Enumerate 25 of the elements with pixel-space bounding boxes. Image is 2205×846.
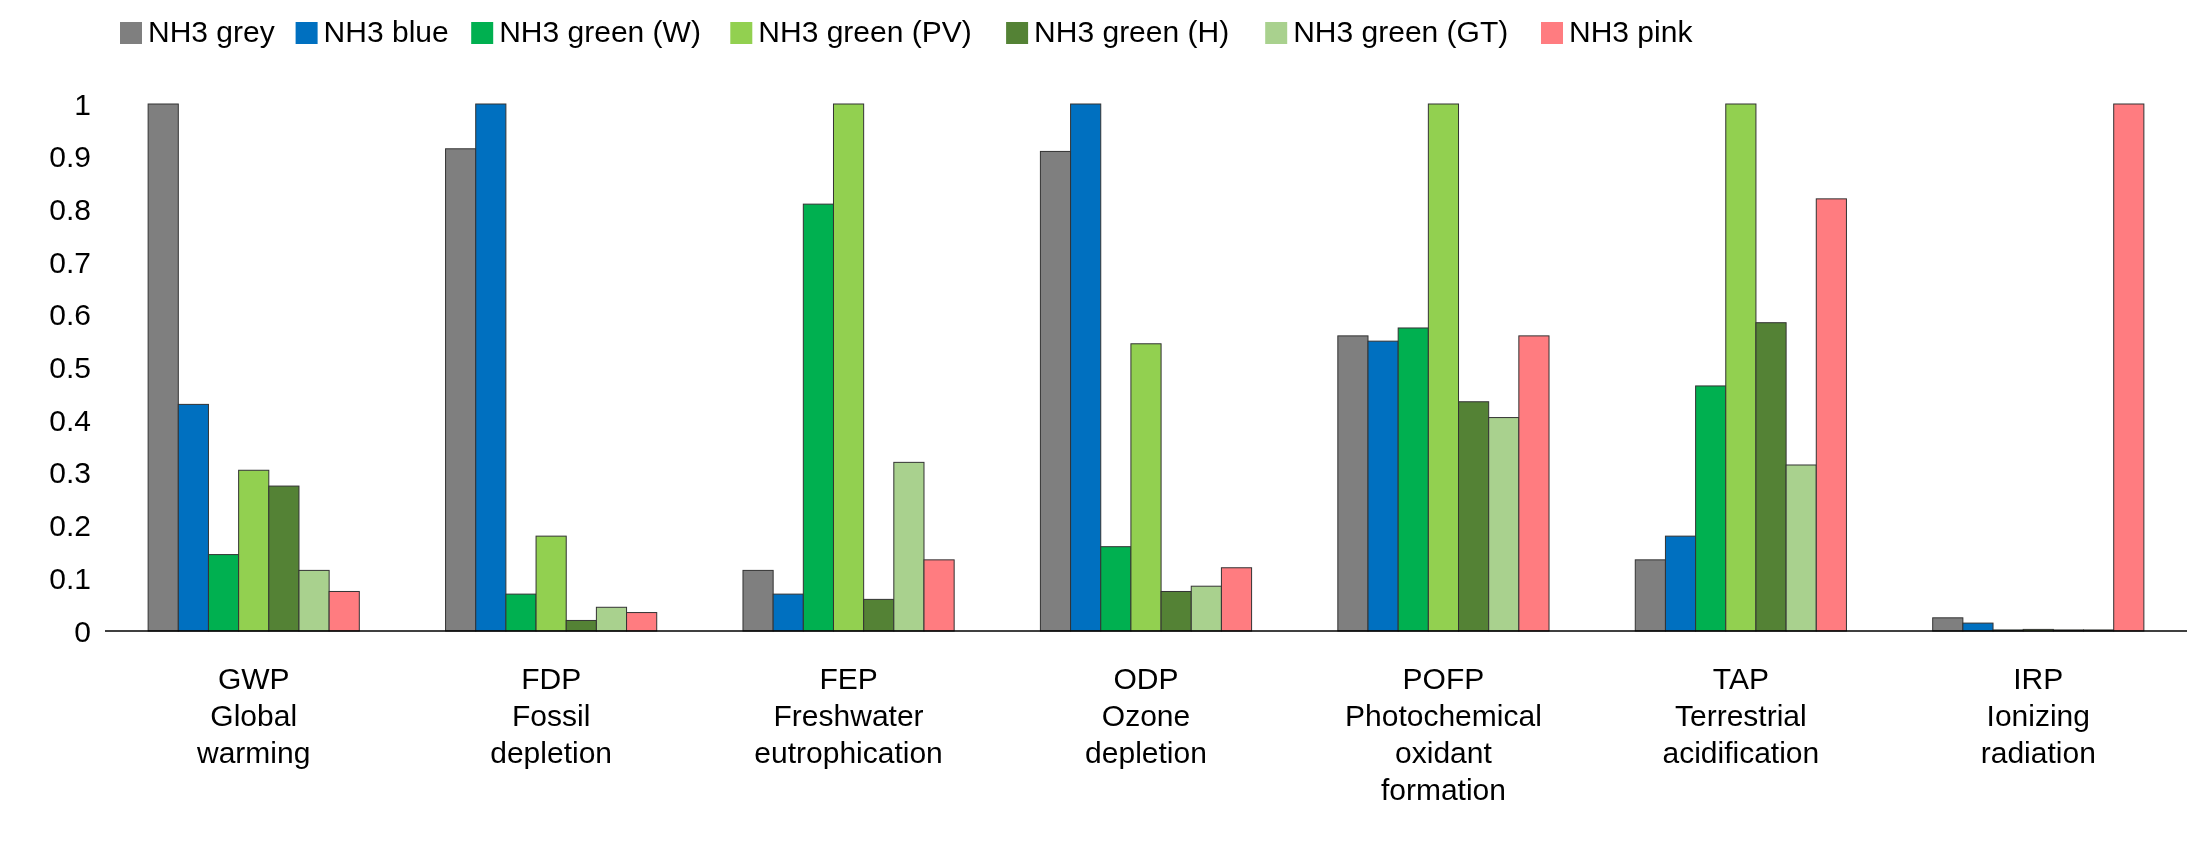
x-tick-label: IRP Ionizing radiation bbox=[1980, 662, 2096, 769]
x-tick-label: FDP Fossil depletion bbox=[490, 662, 613, 769]
x-tick-label: POFP Photochemical oxidant formation bbox=[1345, 662, 1542, 806]
y-tick-label: 0.2 bbox=[49, 509, 91, 543]
x-tick-label: ODP Ozone depletion bbox=[1085, 662, 1207, 769]
legend-label: NH3 green (PV) bbox=[758, 15, 972, 48]
y-tick-label: 0 bbox=[74, 614, 91, 648]
legend-label: NH3 green (GT) bbox=[1293, 15, 1509, 48]
legend-label: NH3 grey bbox=[148, 15, 275, 48]
y-tick-label: 0.5 bbox=[49, 351, 91, 384]
y-tick-label: 0.7 bbox=[49, 245, 91, 279]
y-tick-label: 0.3 bbox=[49, 456, 91, 490]
x-tick-label: TAP Terrestrial acidification bbox=[1662, 662, 1820, 769]
legend-label: NH3 pink bbox=[1569, 15, 1694, 48]
legend-label: NH3 green (W) bbox=[499, 15, 701, 48]
y-tick-label: 0.1 bbox=[49, 561, 91, 595]
y-tick-label: 1 bbox=[74, 87, 91, 121]
legend-label: NH3 blue bbox=[323, 15, 449, 48]
y-tick-label: 0.6 bbox=[49, 298, 91, 332]
y-tick-label: 0.4 bbox=[49, 403, 91, 437]
y-tick-label: 0.9 bbox=[49, 140, 91, 174]
y-tick-label: 0.8 bbox=[49, 192, 91, 226]
x-tick-label: GWP Global warming bbox=[196, 662, 311, 769]
x-tick-label: FEP Freshwater eutrophication bbox=[754, 662, 943, 769]
legend-label: NH3 green (H) bbox=[1034, 15, 1230, 48]
